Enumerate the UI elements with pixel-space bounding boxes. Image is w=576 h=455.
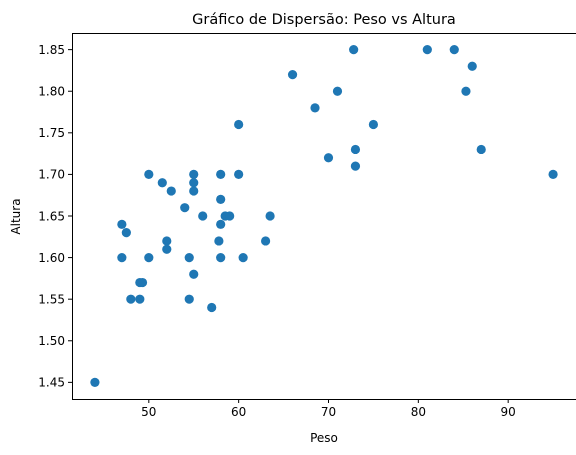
y-tick-label-3: 1.60 [38,251,65,265]
data-point-46 [467,61,477,71]
x-tick-label-3: 80 [411,405,426,419]
chart-title: Gráfico de Dispersão: Peso vs Altura [192,12,456,28]
data-point-27 [216,252,226,263]
data-point-23 [216,169,226,180]
data-point-48 [548,169,558,180]
points-layer [90,45,558,387]
data-point-29 [225,211,235,221]
data-point-35 [287,69,298,80]
data-point-10 [157,178,167,188]
y-tick-label-1: 1.50 [38,334,65,348]
data-point-33 [261,236,271,246]
data-point-36 [310,103,320,113]
data-point-0 [90,377,100,387]
x-tick-label-0: 50 [141,405,156,419]
data-point-26 [214,236,224,246]
data-point-31 [234,169,244,180]
x-axis-ticks: 50 60 70 80 90 [141,399,516,419]
y-tick-label-6: 1.75 [38,126,65,140]
data-point-4 [126,294,136,304]
data-point-45 [461,86,471,96]
y-tick-label-0: 1.45 [38,376,65,390]
data-point-11 [166,186,176,196]
data-point-43 [422,45,432,55]
y-tick-label-5: 1.70 [38,168,65,182]
data-point-8 [144,169,154,180]
y-tick-label-2: 1.55 [38,292,65,306]
data-point-22 [207,302,217,313]
data-point-41 [350,161,361,171]
data-point-24 [216,194,226,204]
data-point-13 [162,244,172,254]
data-point-47 [476,144,486,155]
y-tick-label-4: 1.65 [38,209,65,223]
y-axis-label: Altura [9,198,23,234]
data-point-30 [234,119,244,130]
x-axis-label: Peso [310,431,338,445]
data-point-40 [350,144,361,155]
data-point-18 [184,252,194,263]
data-point-12 [162,236,172,246]
data-point-20 [184,294,194,304]
y-axis-ticks: 1.45 1.50 1.55 1.60 1.65 1.70 1.75 1.80 1.85 [38,43,72,390]
y-tick-label-8: 1.85 [38,43,65,57]
data-point-39 [349,45,359,55]
y-tick-label-7: 1.80 [38,85,65,99]
data-point-6 [137,277,148,288]
data-point-42 [368,119,379,130]
data-point-15 [189,169,199,180]
data-point-21 [198,211,208,221]
data-point-32 [238,252,248,263]
data-point-34 [265,211,275,221]
data-point-7 [135,294,145,304]
data-point-14 [180,203,190,213]
data-point-19 [189,269,199,279]
x-tick-label-1: 60 [231,405,246,419]
data-point-38 [332,86,343,96]
x-tick-label-4: 90 [501,405,516,419]
data-point-3 [117,252,127,263]
data-point-9 [144,252,154,263]
x-tick-label-2: 70 [321,405,336,419]
data-point-16 [189,178,199,188]
data-point-2 [121,228,131,238]
data-point-37 [323,153,334,163]
data-point-44 [449,45,459,55]
data-point-25 [216,219,226,229]
data-point-1 [117,219,127,229]
data-point-17 [189,186,199,196]
plot-frame [72,33,576,400]
